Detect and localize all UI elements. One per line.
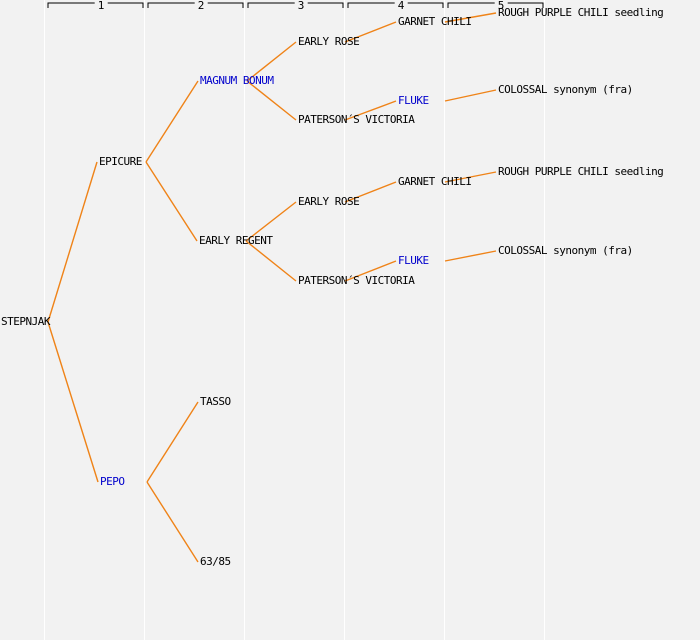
pedigree-node-colossal2[interactable]: COLOSSAL synonym (fra) [498, 244, 633, 257]
column-separator-line [544, 0, 545, 640]
pedigree-edge-pepo-n6385 [146, 481, 199, 563]
ruler-generation-label-2: 2 [194, 0, 208, 12]
pedigree-node-pepo[interactable]: PEPO [100, 475, 125, 488]
pedigree-edge-pepo-tasso [146, 401, 199, 483]
pedigree-node-n6385[interactable]: 63/85 [200, 555, 231, 568]
pedigree-node-fluke2[interactable]: FLUKE [398, 254, 429, 267]
pedigree-node-epicure[interactable]: EPICURE [99, 155, 142, 168]
pedigree-node-rose1[interactable]: EARLY ROSE [298, 35, 360, 48]
pedigree-node-colossal1[interactable]: COLOSSAL synonym (fra) [498, 83, 633, 96]
pedigree-node-rose2[interactable]: EARLY ROSE [298, 195, 360, 208]
pedigree-edge-stepnjak-pepo [47, 321, 99, 483]
pedigree-node-stepnjak[interactable]: STEPNJAK [1, 315, 50, 328]
pedigree-edge-magnum-victoria1 [246, 80, 297, 121]
pedigree-edge-magnum-rose1 [246, 41, 297, 82]
pedigree-edge-victoria1-fluke1 [344, 100, 397, 121]
pedigree-node-garnet1[interactable]: GARNET CHILI [398, 15, 472, 28]
pedigree-edge-victoria2-fluke2 [344, 260, 397, 282]
pedigree-edge-regent-victoria2 [245, 240, 297, 282]
column-separator-line [444, 0, 445, 640]
pedigree-edge-garnet2-rough2 [444, 171, 497, 183]
pedigree-node-victoria2[interactable]: PATERSON´S VICTORIA [298, 274, 415, 287]
ruler-generation-label-4: 4 [394, 0, 408, 12]
pedigree-node-victoria1[interactable]: PATERSON´S VICTORIA [298, 113, 415, 126]
pedigree-edge-rose2-garnet2 [344, 181, 397, 203]
pedigree-edge-regent-rose2 [245, 201, 297, 242]
pedigree-edge-stepnjak-epicure [47, 161, 98, 323]
column-separator-line [244, 0, 245, 640]
ruler-generation-label-1: 1 [94, 0, 108, 12]
pedigree-node-fluke1[interactable]: FLUKE [398, 94, 429, 107]
pedigree-edge-epicure-magnum [145, 80, 199, 163]
pedigree-node-tasso[interactable]: TASSO [200, 395, 231, 408]
column-separator-line [344, 0, 345, 640]
pedigree-node-rough2[interactable]: ROUGH PURPLE CHILI seedling [498, 165, 664, 178]
column-separator-line [144, 0, 145, 640]
pedigree-edge-fluke2-colossal2 [444, 250, 497, 262]
pedigree-edge-epicure-regent [145, 161, 198, 242]
pedigree-edge-fluke1-colossal1 [444, 89, 497, 102]
pedigree-node-magnum[interactable]: MAGNUM BONUM [200, 74, 274, 87]
pedigree-edge-garnet1-rough1 [444, 12, 497, 23]
column-separator-line [44, 0, 45, 640]
pedigree-node-regent[interactable]: EARLY REGENT [199, 234, 273, 247]
pedigree-node-garnet2[interactable]: GARNET CHILI [398, 175, 472, 188]
pedigree-node-rough1[interactable]: ROUGH PURPLE CHILI seedling [498, 6, 664, 19]
ruler-generation-label-3: 3 [294, 0, 308, 12]
ruler-generation-label-5: 5 [494, 0, 508, 12]
pedigree-edge-rose1-garnet1 [344, 21, 397, 43]
